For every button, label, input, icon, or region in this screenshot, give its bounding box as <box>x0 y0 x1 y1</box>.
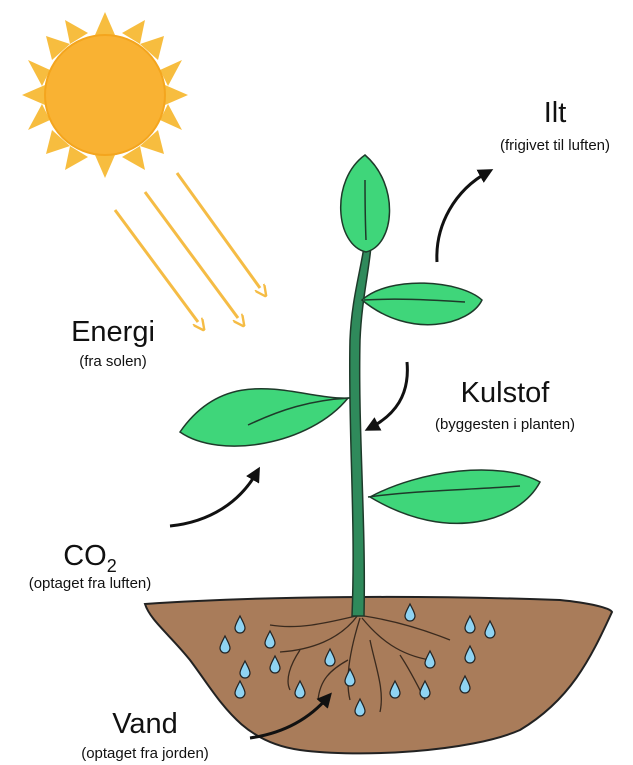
plant <box>178 154 542 617</box>
label-title: Ilt <box>544 97 567 129</box>
label-title: Vand <box>112 708 178 740</box>
label-subtitle: (fra solen) <box>79 353 147 370</box>
label-title: Energi <box>71 316 155 348</box>
label-subtitle: (optaget fra jorden) <box>81 745 209 762</box>
label-title: Kulstof <box>461 377 551 409</box>
label-subtitle: (byggesten i planten) <box>435 416 575 433</box>
leaf <box>368 469 542 525</box>
sun-rays <box>113 172 260 322</box>
stem <box>348 224 373 617</box>
arrows <box>169 169 494 740</box>
leaf <box>360 282 483 326</box>
sun <box>22 12 188 178</box>
label-subscript: 2 <box>107 556 117 576</box>
label-title-main: CO <box>63 540 107 572</box>
label-title: CO2 <box>63 540 117 576</box>
label-subtitle: (optaget fra luften) <box>29 575 152 592</box>
label-subtitle: (frigivet til luften) <box>500 137 610 154</box>
